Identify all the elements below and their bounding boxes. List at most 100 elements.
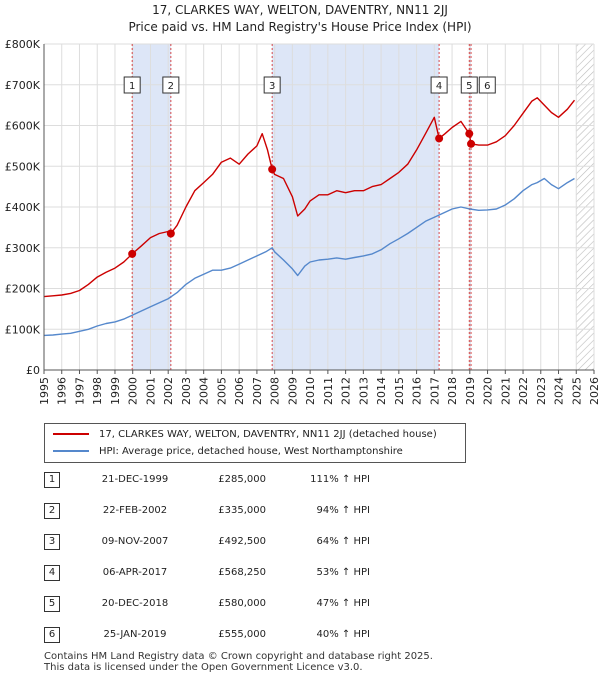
x-tick-label: 2020 <box>482 377 495 405</box>
legend-item-hpi: HPI: Average price, detached house, West… <box>53 444 403 460</box>
sale-row: 4 06-APR-2017 £568,250 53% ↑ HPI <box>0 565 600 585</box>
y-tick-label: £700K <box>5 79 41 92</box>
x-tick-label: 2013 <box>357 377 370 405</box>
x-tick-label: 2001 <box>144 377 157 405</box>
sale-hpi-change: 47% ↑ HPI <box>316 598 370 609</box>
x-tick-label: 2014 <box>375 377 388 405</box>
legend-label-hpi: HPI: Average price, detached house, West… <box>99 446 403 457</box>
sale-number-badge: 2 <box>44 503 60 519</box>
x-tick-label: 2000 <box>127 377 140 405</box>
hpi-line <box>43 177 575 337</box>
sale-point <box>268 165 277 174</box>
sale-marker-number: 5 <box>466 81 472 92</box>
sale-marker-number: 2 <box>168 81 174 92</box>
sale-marker-box <box>460 76 478 94</box>
sale-number-badge: 3 <box>44 534 60 550</box>
sale-date: 25-JAN-2019 <box>103 629 167 640</box>
x-tick-label: 2019 <box>464 377 477 405</box>
sale-marker-label: 4 <box>430 76 448 94</box>
sale-point <box>465 129 474 138</box>
y-tick-label: £600K <box>5 120 41 133</box>
x-tick-label: 2024 <box>553 377 566 405</box>
sale-number-badge: 1 <box>44 472 60 488</box>
x-tick-label: 2018 <box>446 377 459 405</box>
sale-hpi-change: 40% ↑ HPI <box>316 629 370 640</box>
legend-swatch-property <box>53 433 89 435</box>
x-tick-label: 2015 <box>393 377 406 405</box>
x-tick-label: 2011 <box>322 377 335 405</box>
sale-marker-box <box>263 76 281 94</box>
sale-marker-label: 5 <box>460 76 478 94</box>
sale-marker-box <box>430 76 448 94</box>
sale-marker-box <box>162 76 180 94</box>
sale-number-badge: 4 <box>44 565 60 581</box>
sale-price: £555,000 <box>218 629 266 640</box>
x-tick-label: 2021 <box>499 377 512 405</box>
attribution-footer: Contains HM Land Registry data © Crown c… <box>44 651 433 673</box>
y-tick-label: £300K <box>5 242 41 255</box>
sale-row: 3 09-NOV-2007 £492,500 64% ↑ HPI <box>0 534 600 554</box>
sale-point <box>128 249 137 258</box>
sale-price: £285,000 <box>218 474 266 485</box>
sale-marker-label: 3 <box>263 76 281 94</box>
sale-marker-box <box>123 76 141 94</box>
y-tick-label: £800K <box>5 38 41 51</box>
sale-hpi-change: 94% ↑ HPI <box>316 505 370 516</box>
attribution-line-1: Contains HM Land Registry data © Crown c… <box>44 651 433 662</box>
price-chart: 17, CLARKES WAY, WELTON, DAVENTRY, NN11 … <box>5 3 600 405</box>
sale-marker-number: 1 <box>129 81 135 92</box>
legend-swatch-hpi <box>53 450 89 452</box>
x-tick-label: 2010 <box>304 377 317 405</box>
y-tick-label: £200K <box>5 283 41 296</box>
sale-marker-number: 4 <box>436 81 442 92</box>
attribution-line-2: This data is licensed under the Open Gov… <box>44 662 363 673</box>
x-tick-label: 2006 <box>233 377 246 405</box>
sale-date: 21-DEC-1999 <box>101 474 169 485</box>
x-tick-label: 2004 <box>198 377 211 405</box>
sale-price: £492,500 <box>218 536 266 547</box>
sale-date: 22-FEB-2002 <box>102 505 168 516</box>
sale-row: 1 21-DEC-1999 £285,000 111% ↑ HPI <box>0 472 600 492</box>
sale-marker-number: 6 <box>484 81 490 92</box>
x-tick-label: 1998 <box>91 377 104 405</box>
sale-number-badge: 6 <box>44 627 60 643</box>
x-tick-label: 2008 <box>269 377 282 405</box>
x-tick-label: 2005 <box>215 377 228 405</box>
x-tick-label: 1997 <box>73 377 86 405</box>
sale-price: £568,250 <box>218 567 266 578</box>
sale-date: 20-DEC-2018 <box>101 598 169 609</box>
sale-row: 2 22-FEB-2002 £335,000 94% ↑ HPI <box>0 503 600 523</box>
sale-row: 6 25-JAN-2019 £555,000 40% ↑ HPI <box>0 627 600 647</box>
legend-item-property: 17, CLARKES WAY, WELTON, DAVENTRY, NN11 … <box>53 427 437 443</box>
property-price-line <box>43 97 576 298</box>
x-tick-label: 2022 <box>517 377 530 405</box>
sale-point <box>166 229 175 238</box>
sale-marker-label: 6 <box>478 76 496 94</box>
x-tick-label: 2009 <box>286 377 299 405</box>
y-tick-label: £0 <box>26 364 40 377</box>
x-tick-label: 2023 <box>535 377 548 405</box>
x-tick-label: 2007 <box>251 377 264 405</box>
sale-price: £335,000 <box>218 505 266 516</box>
x-tick-label: 2017 <box>428 377 441 405</box>
y-tick-label: £400K <box>5 201 41 214</box>
sale-point <box>467 139 476 148</box>
x-tick-label: 2025 <box>570 377 583 405</box>
sale-price: £580,000 <box>218 598 266 609</box>
x-tick-label: 2012 <box>340 377 353 405</box>
sale-marker-label: 2 <box>162 76 180 94</box>
sale-point <box>435 134 444 143</box>
sale-number-badge: 5 <box>44 596 60 612</box>
x-tick-label: 1996 <box>56 377 69 405</box>
x-tick-label: 2002 <box>162 377 175 405</box>
sale-hpi-change: 111% ↑ HPI <box>310 474 370 485</box>
sale-marker-box <box>478 76 496 94</box>
x-tick-label: 2003 <box>180 377 193 405</box>
legend-label-property: 17, CLARKES WAY, WELTON, DAVENTRY, NN11 … <box>99 429 437 440</box>
y-tick-label: £100K <box>5 323 41 336</box>
y-tick-label: £500K <box>5 160 41 173</box>
sale-row: 5 20-DEC-2018 £580,000 47% ↑ HPI <box>0 596 600 616</box>
sale-hpi-change: 53% ↑ HPI <box>316 567 370 578</box>
sale-date: 09-NOV-2007 <box>101 536 169 547</box>
x-tick-label: 1999 <box>109 377 122 405</box>
